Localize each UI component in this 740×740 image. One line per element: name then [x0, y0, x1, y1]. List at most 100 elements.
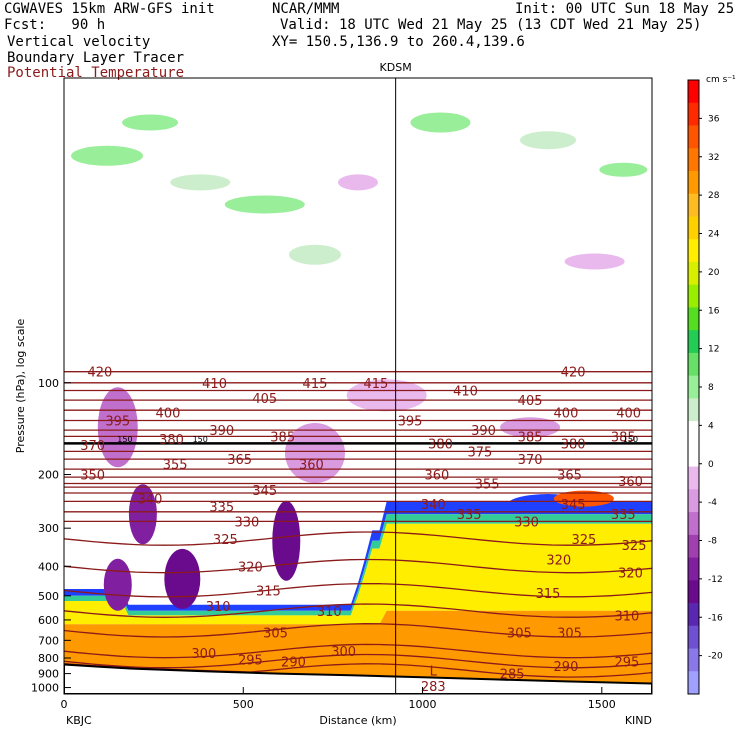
- theta-label: 360: [618, 475, 643, 490]
- theta-label: 410: [453, 384, 478, 399]
- w-patch: [224, 195, 305, 214]
- terrain: [64, 663, 652, 694]
- theta-contour: [64, 623, 652, 638]
- theta-label: 325: [622, 539, 647, 554]
- tropopause-label: 150: [193, 435, 208, 444]
- theta-label: 283: [421, 680, 446, 695]
- theta-label: 325: [213, 533, 238, 548]
- theta-label: 380: [428, 437, 453, 452]
- theta-label: 385: [270, 430, 295, 445]
- forecast-hour: Fcst: 90 h: [4, 17, 106, 33]
- w-patch: [170, 174, 231, 191]
- theta-label: 290: [554, 660, 579, 675]
- theta-label: 330: [234, 515, 259, 530]
- colorbar-tick-label: -16: [708, 613, 723, 623]
- tropopause-label: 150: [623, 435, 638, 444]
- w-patch: [553, 490, 614, 507]
- theta-contour: [64, 558, 652, 574]
- theta-label: 400: [156, 406, 181, 421]
- theta-label: 420: [561, 366, 586, 381]
- theta-label: 415: [364, 377, 389, 392]
- colorbar-swatch: [688, 170, 699, 195]
- w-patch: [599, 162, 648, 177]
- theta-label: 380: [561, 437, 586, 452]
- theta-contour: [64, 643, 652, 659]
- colorbar-swatch: [688, 307, 699, 331]
- theta-label: 340: [421, 498, 446, 513]
- colorbar-tick-label: 12: [708, 345, 719, 355]
- theta-label: 395: [398, 415, 423, 430]
- y-tick-label: 900: [38, 668, 59, 681]
- y-tick-label: 1000: [31, 682, 59, 695]
- colorbar-swatch: [688, 421, 699, 445]
- theta-label: 355: [163, 458, 188, 473]
- colorbar-tick-label: 16: [708, 306, 720, 316]
- theta-label: 360: [299, 458, 324, 473]
- theta-label: 360: [424, 469, 449, 484]
- theta-label: 310: [614, 609, 639, 624]
- theta-label: 410: [202, 377, 227, 392]
- left-station-label: KBJC: [66, 714, 92, 727]
- theta-label: 290: [281, 655, 306, 670]
- colorbar-tick-label: 4: [708, 421, 714, 431]
- colorbar-tick-label: 24: [708, 230, 720, 240]
- theta-label: 300: [191, 647, 216, 662]
- station-label-kdsm: KDSM: [380, 61, 412, 74]
- colorbar-swatch: [688, 671, 699, 695]
- right-station-label: KIND: [625, 714, 652, 727]
- w-patch: [564, 253, 625, 270]
- field-potential-temperature: Potential Temperature: [7, 65, 185, 81]
- w-patch: [103, 558, 132, 611]
- colorbar-swatch: [688, 239, 699, 263]
- colorbar-tick-label: -8: [708, 537, 717, 547]
- theta-label: 320: [546, 553, 571, 568]
- colorbar-tick-label: 8: [708, 383, 714, 393]
- org-label: NCAR/MMM: [272, 1, 340, 17]
- w-patch: [284, 423, 345, 484]
- theta-contour: [64, 531, 652, 546]
- model-title: CGWAVES 15km ARW-GFS init: [4, 1, 215, 17]
- theta-label: 285: [500, 668, 525, 683]
- xy-range: XY= 150.5,136.9 to 260.4,139.6: [272, 34, 525, 50]
- tropopause-label: 150: [117, 435, 132, 444]
- w-patch: [520, 131, 577, 150]
- plot-frame: [63, 77, 653, 695]
- theta-label: 420: [87, 366, 112, 381]
- theta-label: 400: [554, 406, 579, 421]
- theta-label: 415: [303, 377, 328, 392]
- colorbar-swatch: [688, 330, 699, 354]
- colorbar-swatch: [688, 102, 699, 126]
- colorbar-swatch: [688, 148, 699, 172]
- y-tick-label: 600: [38, 614, 59, 627]
- theta-label: 330: [514, 515, 539, 530]
- field-boundary-layer-tracer: Boundary Layer Tracer: [7, 50, 185, 66]
- colorbar-tick-label: -4: [708, 498, 717, 508]
- theta-label: 345: [561, 498, 586, 513]
- colorbar-swatch: [688, 80, 699, 104]
- y-tick-label: 500: [38, 590, 59, 603]
- theta-label: 370: [518, 453, 543, 468]
- colorbar-swatch: [688, 261, 699, 286]
- theta-label: 355: [475, 477, 500, 492]
- colorbar-swatch: [688, 284, 699, 308]
- colorbar-tick-label: -12: [708, 575, 723, 585]
- colorbar-swatch: [688, 580, 699, 604]
- x-tick-label: 1000: [409, 698, 437, 711]
- theta-label: 340: [138, 493, 163, 508]
- colorbar-unit: cm s⁻¹: [706, 75, 736, 85]
- w-patch: [71, 145, 144, 166]
- theta-label: 390: [209, 424, 234, 439]
- theta-label: 305: [263, 627, 288, 642]
- theta-label: 335: [209, 501, 234, 516]
- theta-label: 295: [614, 655, 639, 670]
- theta-label: 400: [616, 406, 641, 421]
- y-tick-label: 100: [38, 377, 59, 390]
- w-patch: [122, 114, 179, 131]
- theta-contour: [64, 653, 652, 669]
- colorbar-swatch: [688, 375, 699, 399]
- theta-label: 385: [611, 430, 636, 445]
- colorbar-tick-label: 0: [708, 460, 714, 470]
- y-tick-label: 300: [38, 522, 59, 535]
- colorbar-tick-label: 20: [708, 268, 720, 278]
